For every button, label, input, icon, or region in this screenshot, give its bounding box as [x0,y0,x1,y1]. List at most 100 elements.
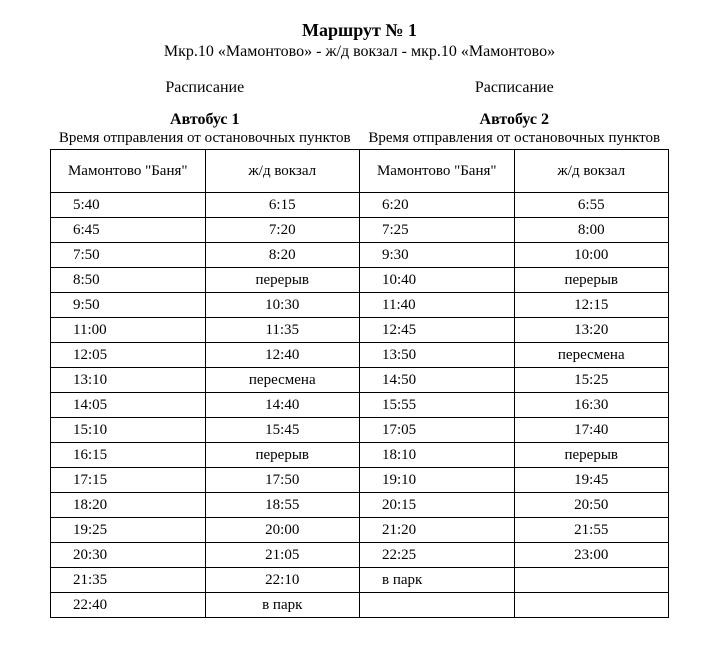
cell-bus1-b: 15:45 [205,418,360,443]
cell-bus1-a: 16:15 [51,443,206,468]
col-header-bus1-b: ж/д вокзал [205,150,360,193]
cell-bus2-b: 8:00 [514,218,669,243]
cell-bus2-a: 18:10 [360,443,515,468]
bus2-name: Автобус 2 [360,111,670,129]
cell-bus1-b: 18:55 [205,493,360,518]
cell-bus2-b: 19:45 [514,468,669,493]
cell-bus2-a: 6:20 [360,193,515,218]
cell-bus1-b: 6:15 [205,193,360,218]
cell-bus1-a: 18:20 [51,493,206,518]
cell-bus1-a: 11:00 [51,318,206,343]
cell-bus1-b: 14:40 [205,393,360,418]
cell-bus2-b [514,568,669,593]
cell-bus2-b: 21:55 [514,518,669,543]
cell-bus1-a: 5:40 [51,193,206,218]
table-row: 6:457:207:258:00 [51,218,669,243]
table-row: 21:3522:10в парк [51,568,669,593]
cell-bus1-b: перерыв [205,268,360,293]
table-row: 14:0514:4015:5516:30 [51,393,669,418]
cell-bus2-b [514,593,669,618]
cell-bus2-b: пересмена [514,343,669,368]
bus2-header: Автобус 2 Время отправления от остановоч… [360,111,670,149]
table-row: 22:40в парк [51,593,669,618]
route-subtitle: Мкр.10 «Мамонтово» - ж/д вокзал - мкр.10… [50,43,669,61]
bus2-sub: Время отправления от остановочных пункто… [360,129,670,147]
cell-bus1-b: 7:20 [205,218,360,243]
cell-bus2-a: 13:50 [360,343,515,368]
cell-bus2-a: 15:55 [360,393,515,418]
table-row: 17:1517:5019:1019:45 [51,468,669,493]
cell-bus2-a: 17:05 [360,418,515,443]
table-header-row: Мамонтово "Баня" ж/д вокзал Мамонтово "Б… [51,150,669,193]
table-row: 9:5010:3011:4012:15 [51,293,669,318]
col-header-bus2-a: Мамонтово "Баня" [360,150,515,193]
table-row: 11:0011:3512:4513:20 [51,318,669,343]
cell-bus2-b: перерыв [514,268,669,293]
cell-bus2-a: 11:40 [360,293,515,318]
cell-bus1-a: 6:45 [51,218,206,243]
cell-bus2-b: перерыв [514,443,669,468]
cell-bus1-b: 11:35 [205,318,360,343]
cell-bus2-b: 6:55 [514,193,669,218]
cell-bus1-b: перерыв [205,443,360,468]
bus1-name: Автобус 1 [50,111,360,129]
cell-bus2-a: 10:40 [360,268,515,293]
cell-bus1-b: в парк [205,593,360,618]
schedule-label-row: Расписание Расписание [50,79,669,97]
timetable: Мамонтово "Баня" ж/д вокзал Мамонтово "Б… [50,149,669,618]
cell-bus1-a: 21:35 [51,568,206,593]
cell-bus2-b: 23:00 [514,543,669,568]
cell-bus1-a: 7:50 [51,243,206,268]
cell-bus2-a: 20:15 [360,493,515,518]
table-row: 7:508:209:3010:00 [51,243,669,268]
table-row: 13:10пересмена14:5015:25 [51,368,669,393]
bus1-header: Автобус 1 Время отправления от остановоч… [50,111,360,149]
bus-header-row: Автобус 1 Время отправления от остановоч… [50,111,669,149]
table-row: 5:406:156:206:55 [51,193,669,218]
cell-bus1-b: пересмена [205,368,360,393]
route-title: Маршрут № 1 [50,20,669,41]
cell-bus1-b: 21:05 [205,543,360,568]
cell-bus1-a: 22:40 [51,593,206,618]
cell-bus2-a: 14:50 [360,368,515,393]
cell-bus1-a: 13:10 [51,368,206,393]
cell-bus2-b: 13:20 [514,318,669,343]
cell-bus1-a: 20:30 [51,543,206,568]
cell-bus1-b: 12:40 [205,343,360,368]
cell-bus1-a: 9:50 [51,293,206,318]
cell-bus1-a: 15:10 [51,418,206,443]
cell-bus1-a: 17:15 [51,468,206,493]
table-row: 18:2018:5520:1520:50 [51,493,669,518]
cell-bus2-a: 7:25 [360,218,515,243]
table-row: 8:50перерыв10:40перерыв [51,268,669,293]
cell-bus2-a: 12:45 [360,318,515,343]
cell-bus1-a: 19:25 [51,518,206,543]
cell-bus1-b: 17:50 [205,468,360,493]
cell-bus2-b: 10:00 [514,243,669,268]
table-row: 19:2520:0021:2021:55 [51,518,669,543]
schedule-label-2: Расписание [360,79,670,97]
col-header-bus2-b: ж/д вокзал [514,150,669,193]
cell-bus1-a: 12:05 [51,343,206,368]
cell-bus2-a [360,593,515,618]
cell-bus2-a: 19:10 [360,468,515,493]
table-row: 20:3021:0522:2523:00 [51,543,669,568]
cell-bus1-b: 22:10 [205,568,360,593]
cell-bus1-a: 8:50 [51,268,206,293]
cell-bus1-b: 20:00 [205,518,360,543]
cell-bus1-a: 14:05 [51,393,206,418]
cell-bus2-b: 12:15 [514,293,669,318]
cell-bus2-a: 22:25 [360,543,515,568]
col-header-bus1-a: Мамонтово "Баня" [51,150,206,193]
cell-bus2-a: 9:30 [360,243,515,268]
cell-bus2-b: 15:25 [514,368,669,393]
cell-bus2-a: 21:20 [360,518,515,543]
cell-bus2-b: 17:40 [514,418,669,443]
cell-bus2-b: 16:30 [514,393,669,418]
schedule-label-1: Расписание [50,79,360,97]
cell-bus1-b: 8:20 [205,243,360,268]
cell-bus1-b: 10:30 [205,293,360,318]
table-row: 16:15перерыв18:10перерыв [51,443,669,468]
cell-bus2-a: в парк [360,568,515,593]
table-row: 12:0512:4013:50пересмена [51,343,669,368]
